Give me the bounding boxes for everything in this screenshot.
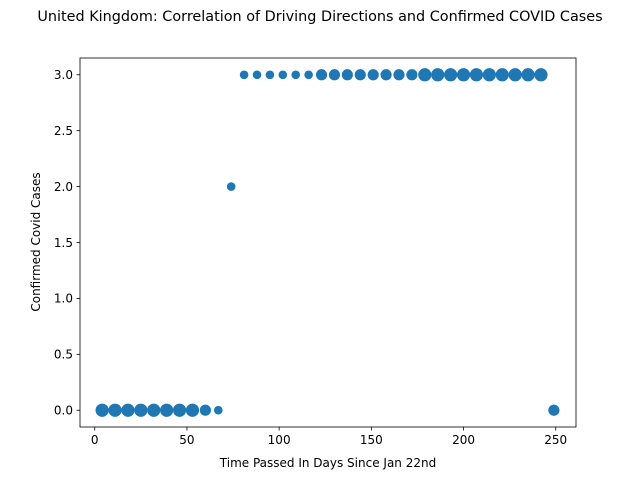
data-point-35 [548, 404, 560, 416]
data-point-27 [444, 68, 458, 82]
data-point-31 [495, 68, 509, 82]
data-point-23 [393, 69, 405, 81]
data-point-32 [508, 68, 522, 82]
data-point-17 [315, 69, 328, 81]
data-point-10 [226, 182, 236, 191]
data-point-24 [406, 69, 418, 81]
y-tick-label: 1.5 [54, 236, 73, 250]
data-point-9 [213, 405, 223, 415]
data-point-28 [456, 68, 471, 82]
data-point-1 [108, 403, 122, 417]
x-axis-ticks: 0 50 100 150 200 250 [91, 427, 567, 447]
plot-frame [79, 57, 577, 428]
x-tick-label: 100 [268, 433, 291, 447]
data-point-16 [304, 70, 313, 80]
data-point-18 [328, 69, 341, 81]
y-axis-ticks: 0.0 0.5 1.0 1.5 2.0 2.5 3.0 [54, 68, 80, 418]
data-point-19 [341, 69, 353, 81]
data-point-11 [239, 70, 249, 80]
y-tick-label: 3.0 [54, 68, 73, 82]
data-point-3 [134, 403, 148, 417]
data-point-26 [431, 68, 445, 82]
data-point-22 [380, 69, 392, 81]
data-point-21 [367, 69, 379, 81]
data-point-14 [278, 70, 288, 80]
x-tick-label: 200 [452, 433, 475, 447]
data-point-13 [265, 70, 275, 80]
y-tick-label: 2.5 [54, 124, 73, 138]
data-point-2 [121, 403, 135, 417]
x-tick-label: 250 [544, 433, 567, 447]
chart-title: United Kingdom: Correlation of Driving D… [37, 9, 602, 25]
data-point-15 [291, 70, 301, 80]
data-point-30 [482, 68, 496, 82]
y-tick-label: 2.0 [54, 180, 73, 194]
data-point-25 [418, 68, 432, 82]
data-point-5 [160, 403, 174, 417]
data-point-6 [172, 403, 187, 417]
x-axis-label: Time Passed In Days Since Jan 22nd [219, 456, 436, 470]
data-point-12 [252, 70, 262, 80]
y-tick-label: 0.5 [54, 348, 73, 362]
data-point-0 [95, 403, 109, 417]
data-point-33 [521, 68, 535, 82]
data-points [95, 68, 560, 417]
y-axis-label: Confirmed Covid Cases [29, 172, 43, 311]
x-tick-label: 50 [179, 433, 194, 447]
data-point-34 [534, 68, 548, 82]
y-tick-label: 0.0 [54, 404, 73, 418]
data-point-8 [199, 404, 211, 416]
data-point-4 [147, 403, 161, 417]
data-point-29 [469, 68, 484, 82]
x-tick-label: 0 [91, 433, 99, 447]
data-point-20 [354, 69, 366, 81]
y-tick-label: 1.0 [54, 292, 73, 306]
data-point-7 [185, 403, 200, 417]
x-tick-label: 150 [360, 433, 383, 447]
